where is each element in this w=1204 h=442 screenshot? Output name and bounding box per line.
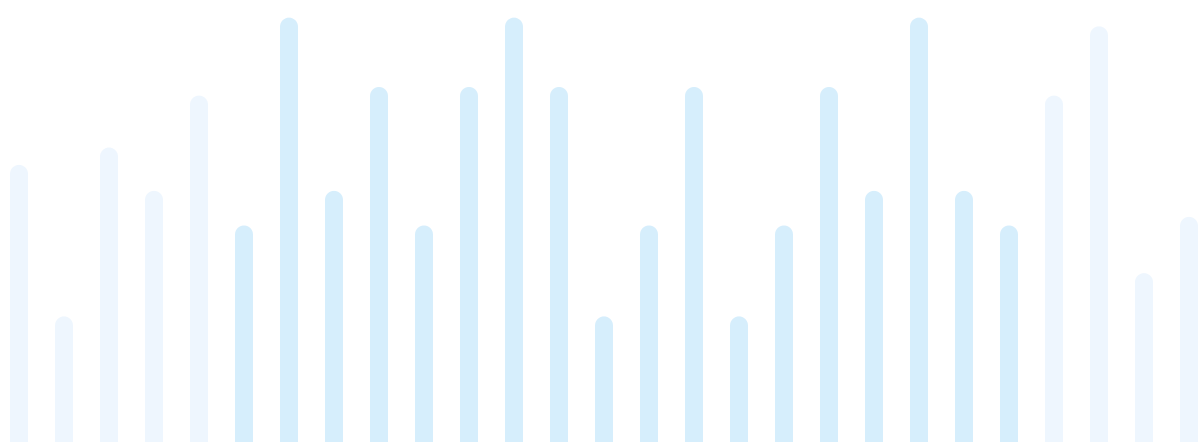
equalizer-bar — [1135, 273, 1153, 442]
equalizer-bar — [145, 190, 163, 442]
equalizer-bar — [685, 86, 703, 442]
equalizer-bar — [595, 316, 613, 442]
equalizer-bar — [775, 225, 793, 442]
equalizer-bar — [865, 190, 883, 442]
equalizer-bar — [640, 225, 658, 442]
equalizer-bar — [820, 86, 838, 442]
equalizer-bar — [1000, 225, 1018, 442]
equalizer-bar — [910, 17, 928, 442]
equalizer-bar — [415, 225, 433, 442]
equalizer-bar — [325, 190, 343, 442]
equalizer-bar — [235, 225, 253, 442]
equalizer-bar — [460, 86, 478, 442]
equalizer-bar — [190, 95, 208, 442]
equalizer-bar — [1090, 26, 1108, 442]
equalizer-bar — [730, 316, 748, 442]
equalizer-bar — [10, 164, 28, 442]
equalizer-bar — [55, 316, 73, 442]
equalizer-bar — [370, 86, 388, 442]
equalizer-bar — [1180, 216, 1198, 442]
equalizer-bar — [280, 17, 298, 442]
equalizer-bar — [1045, 95, 1063, 442]
equalizer-bar — [505, 17, 523, 442]
equalizer-bar — [955, 190, 973, 442]
equalizer-bar — [550, 86, 568, 442]
equalizer-bar — [100, 147, 118, 442]
